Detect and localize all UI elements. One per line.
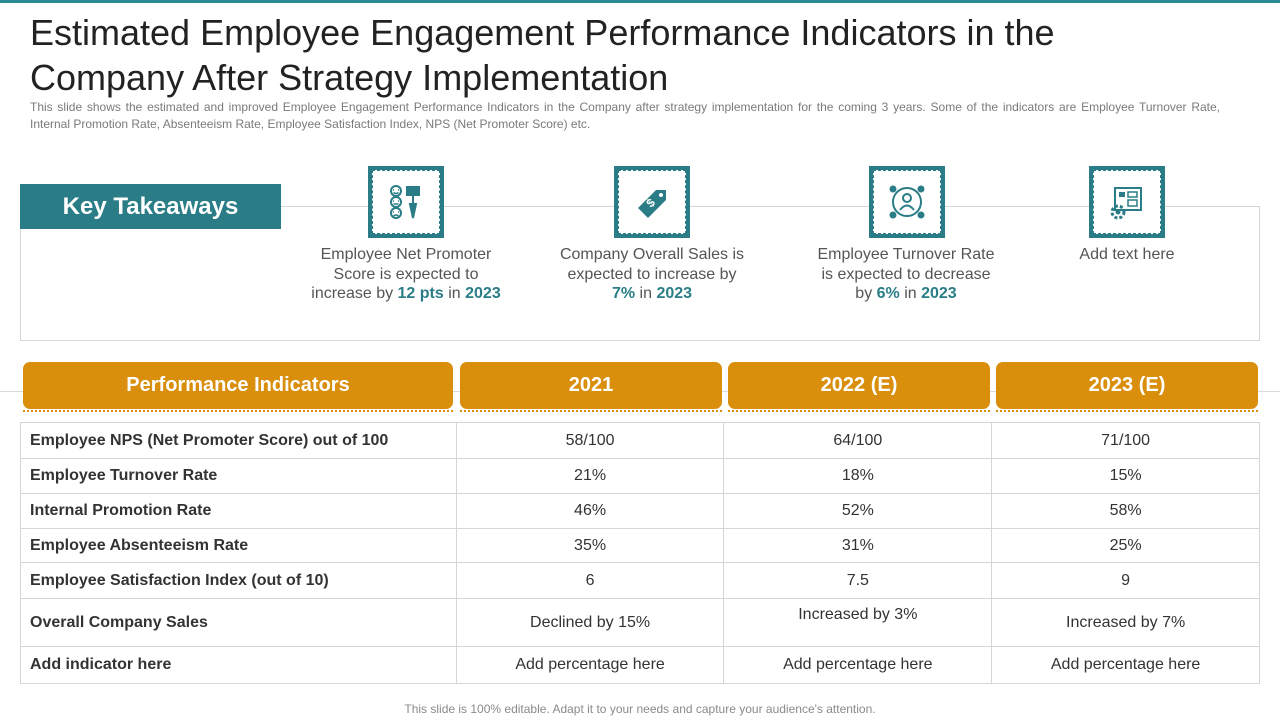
value-2021-cell: 6 xyxy=(455,562,725,599)
top-accent-bar xyxy=(0,0,1280,3)
value-2022-cell: 18% xyxy=(723,458,993,494)
indicator-cell: Add indicator here xyxy=(20,646,457,684)
value-2021-cell: Declined by 15% xyxy=(455,598,725,647)
value-2022-cell: Increased by 3% xyxy=(723,598,993,647)
employee-network-icon xyxy=(889,185,925,219)
value-2023-cell: Increased by 7% xyxy=(991,598,1260,647)
value-2021-cell: Add percentage here xyxy=(455,646,725,684)
value-2023-cell: 15% xyxy=(991,458,1260,494)
value-2023-cell: Add percentage here xyxy=(991,646,1260,684)
value-2023-cell: 71/100 xyxy=(991,422,1260,459)
value-2021-cell: 21% xyxy=(455,458,725,494)
slide-subtitle: This slide shows the estimated and impro… xyxy=(30,100,1220,131)
indicators-table: Employee NPS (Net Promoter Score) out of… xyxy=(20,422,1260,684)
table-row: Overall Company Sales Declined by 15% In… xyxy=(20,598,1260,647)
header-2023: 2023 (E) xyxy=(996,362,1258,409)
table-row: Employee NPS (Net Promoter Score) out of… xyxy=(20,422,1260,459)
indicator-cell: Employee Satisfaction Index (out of 10) xyxy=(20,562,457,599)
value-2023-cell: 25% xyxy=(991,528,1260,563)
table-row: Employee Satisfaction Index (out of 10) … xyxy=(20,562,1260,599)
value-2023-cell: 9 xyxy=(991,562,1260,599)
takeaway-icon-tab-3 xyxy=(869,166,945,238)
value-2022-cell: 31% xyxy=(723,528,993,563)
indicator-cell: Employee NPS (Net Promoter Score) out of… xyxy=(20,422,457,459)
value-2022-cell: Add percentage here xyxy=(723,646,993,684)
header-underline xyxy=(728,410,990,412)
survey-feedback-icon xyxy=(390,185,420,219)
header-underline xyxy=(460,410,722,412)
blueprint-gear-icon xyxy=(1110,187,1142,220)
value-2023-cell: 58% xyxy=(991,493,1260,529)
takeaway-text-3: Employee Turnover Rate is expected to de… xyxy=(817,246,995,302)
value-2021-cell: 46% xyxy=(455,493,725,529)
value-2022-cell: 64/100 xyxy=(723,422,993,459)
takeaway-icon-tab-4 xyxy=(1089,166,1165,238)
key-takeaways-label: Key Takeaways xyxy=(20,184,281,229)
slide-title: Estimated Employee Engagement Performanc… xyxy=(30,12,1055,98)
indicator-cell: Employee Absenteeism Rate xyxy=(20,528,457,563)
table-row: Employee Turnover Rate 21% 18% 15% xyxy=(20,458,1260,494)
value-2022-cell: 52% xyxy=(723,493,993,529)
takeaway-icon-tab-1 xyxy=(368,166,444,238)
takeaway-text-4: Add text here xyxy=(1079,246,1175,263)
table-row: Employee Absenteeism Rate 35% 31% 25% xyxy=(20,528,1260,563)
header-2021: 2021 xyxy=(460,362,722,409)
indicator-cell: Employee Turnover Rate xyxy=(20,458,457,494)
price-tag-icon: $ xyxy=(638,190,666,218)
header-underline xyxy=(23,410,453,412)
value-2021-cell: 58/100 xyxy=(455,422,725,459)
header-2022: 2022 (E) xyxy=(728,362,990,409)
header-performance-indicators: Performance Indicators xyxy=(23,362,453,409)
value-2021-cell: 35% xyxy=(455,528,725,563)
value-2022-cell: 7.5 xyxy=(723,562,993,599)
table-row: Internal Promotion Rate 46% 52% 58% xyxy=(20,493,1260,529)
table-row: Add indicator here Add percentage here A… xyxy=(20,646,1260,684)
takeaway-icon-tab-2: $ xyxy=(614,166,690,238)
takeaway-text-2: Company Overall Sales is expected to inc… xyxy=(559,246,745,302)
header-underline xyxy=(996,410,1258,412)
indicator-cell: Internal Promotion Rate xyxy=(20,493,457,529)
indicator-cell: Overall Company Sales xyxy=(20,598,457,647)
footer-note: This slide is 100% editable. Adapt it to… xyxy=(404,702,876,716)
takeaway-text-1: Employee Net Promoter Score is expected … xyxy=(311,246,501,302)
